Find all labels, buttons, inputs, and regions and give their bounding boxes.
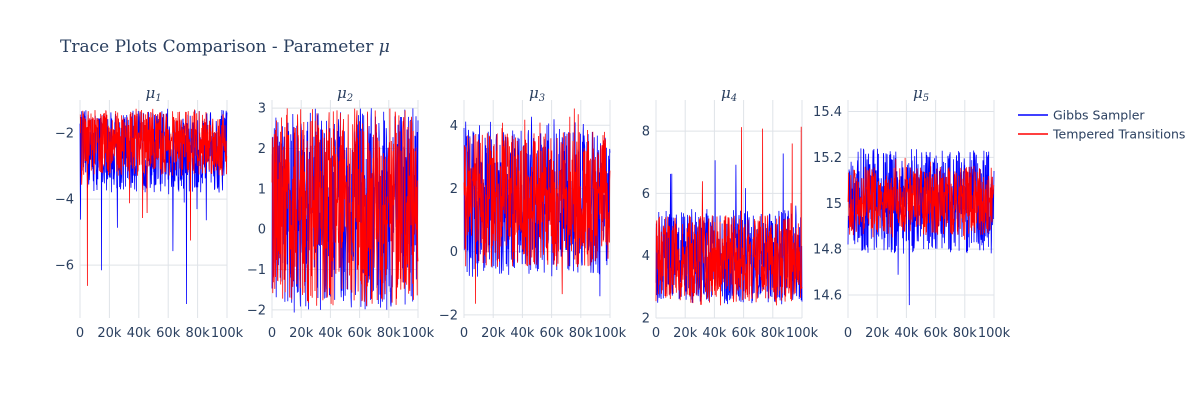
y-tick-label: 2 <box>450 182 458 197</box>
x-tick-label: 100k <box>978 326 1011 341</box>
y-tick-label: −6 <box>55 259 74 274</box>
subplot-title: μ1 <box>145 84 161 104</box>
y-tick-label: 6 <box>642 187 650 202</box>
legend-label: Tempered Transitions <box>1052 127 1185 142</box>
trace-line-tempered-transitions <box>463 108 611 304</box>
y-tick-label: 2 <box>258 142 266 157</box>
y-tick-label: −1 <box>247 263 266 278</box>
x-tick-label: 60k <box>540 326 565 341</box>
x-tick-label: 40k <box>702 326 727 341</box>
x-tick-label: 20k <box>673 326 698 341</box>
x-tick-label: 20k <box>289 326 314 341</box>
x-tick-label: 40k <box>127 326 152 341</box>
x-tick-label: 80k <box>953 326 978 341</box>
x-tick-label: 60k <box>348 326 373 341</box>
x-tick-label: 60k <box>732 326 757 341</box>
x-tick-label: 100k <box>402 326 435 341</box>
y-tick-label: 4 <box>642 249 650 264</box>
x-tick-label: 100k <box>211 326 244 341</box>
x-tick-label: 40k <box>510 326 535 341</box>
subplot-title: μ4 <box>721 84 737 104</box>
y-tick-label: 4 <box>450 119 458 134</box>
x-tick-label: 0 <box>460 326 468 341</box>
subplot-title: μ3 <box>529 84 545 104</box>
x-tick-label: 20k <box>865 326 890 341</box>
legend-item[interactable]: Gibbs Sampler <box>1018 108 1145 123</box>
legend-label: Gibbs Sampler <box>1053 108 1145 123</box>
x-tick-label: 60k <box>924 326 949 341</box>
x-tick-label: 100k <box>786 326 819 341</box>
x-tick-label: 40k <box>894 326 919 341</box>
trace-line-tempered-transitions <box>271 108 419 306</box>
y-tick-label: 0 <box>258 223 266 238</box>
x-tick-label: 0 <box>268 326 276 341</box>
x-tick-label: 80k <box>569 326 594 341</box>
subplot-title-subscript: 2 <box>346 93 353 104</box>
x-tick-label: 100k <box>594 326 627 341</box>
subplot-title-subscript: 5 <box>923 93 929 104</box>
subplot-1: μ1 0 20k 40k 60k 80k 100k −2 −4 −6 <box>55 84 244 341</box>
x-tick-label: 20k <box>97 326 122 341</box>
y-tick-label: 3 <box>258 102 266 117</box>
y-tick-label: −2 <box>439 308 458 323</box>
trace-line-tempered-transitions <box>847 157 995 240</box>
y-tick-label: 15.4 <box>813 105 842 120</box>
x-tick-label: 80k <box>186 326 211 341</box>
y-tick-label: 14.8 <box>813 243 842 258</box>
subplot-title-subscript: 1 <box>155 93 161 104</box>
trace-line-tempered-transitions <box>79 108 228 286</box>
trace-line-tempered-transitions <box>655 126 803 306</box>
subplot-5: μ5 0 20k 40k 60k 80k 100k 15.4 15.2 15 14.8 14.6 <box>813 84 1011 341</box>
subplot-title-symbol: μ <box>145 84 155 102</box>
y-tick-label: −2 <box>55 127 74 142</box>
figure-title-symbol: μ <box>379 37 390 57</box>
subplot-title-subscript: 4 <box>730 93 737 104</box>
x-tick-label: 0 <box>76 326 84 341</box>
y-tick-label: 14.6 <box>813 289 842 304</box>
y-tick-label: −4 <box>55 193 74 208</box>
subplot-title-symbol: μ <box>337 84 347 102</box>
x-tick-label: 0 <box>652 326 660 341</box>
y-tick-label: 1 <box>258 182 266 197</box>
y-tick-label: 8 <box>642 125 650 140</box>
figure-title-text: Trace Plots Comparison - Parameter <box>60 37 379 57</box>
y-tick-label: 2 <box>642 312 650 327</box>
legend: Gibbs Sampler Tempered Transitions <box>1018 108 1185 142</box>
x-tick-label: 0 <box>844 326 852 341</box>
subplot-title-symbol: μ <box>721 84 731 102</box>
x-tick-label: 60k <box>156 326 181 341</box>
subplot-title-subscript: 3 <box>539 93 545 104</box>
legend-item[interactable]: Tempered Transitions <box>1018 127 1185 142</box>
y-tick-label: 15.2 <box>813 151 842 166</box>
subplot-title-symbol: μ <box>913 84 923 102</box>
subplot-title: μ2 <box>337 84 353 104</box>
subplot-title-symbol: μ <box>529 84 539 102</box>
subplot-title: μ5 <box>913 84 929 104</box>
figure-title: Trace Plots Comparison - Parameter μ <box>60 37 390 57</box>
x-tick-label: 40k <box>318 326 343 341</box>
y-tick-label: −2 <box>247 303 266 318</box>
x-tick-label: 80k <box>377 326 402 341</box>
y-tick-label: 15 <box>825 197 842 212</box>
y-tick-label: 0 <box>450 245 458 260</box>
x-tick-label: 80k <box>761 326 786 341</box>
x-tick-label: 20k <box>481 326 506 341</box>
